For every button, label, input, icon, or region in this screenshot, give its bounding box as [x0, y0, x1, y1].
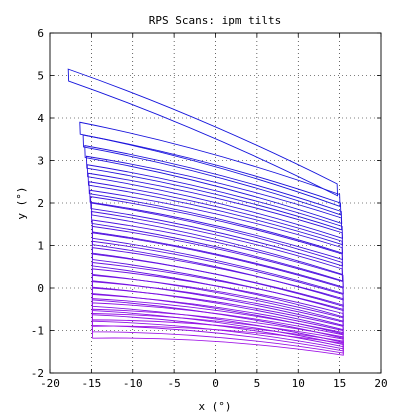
- scan-line: [79, 121, 341, 208]
- x-tick-label: -10: [123, 377, 143, 390]
- chart-title: RPS Scans: ipm tilts: [149, 14, 281, 27]
- y-tick-label: 3: [37, 155, 44, 168]
- x-tick-label: -15: [81, 377, 101, 390]
- x-tick-label: -5: [168, 377, 181, 390]
- grid: [50, 33, 381, 373]
- scan-line: [85, 155, 343, 231]
- y-tick-label: -2: [31, 367, 44, 380]
- scan-line: [91, 325, 344, 356]
- x-tick-label: 10: [292, 377, 305, 390]
- x-tick-label: 5: [254, 377, 261, 390]
- scan-line: [90, 210, 343, 282]
- y-axis-label: y (°): [15, 186, 28, 219]
- x-tick-label: 20: [374, 377, 387, 390]
- y-tick-label: 5: [37, 70, 44, 83]
- y-tick-label: 0: [37, 282, 44, 295]
- y-tick-label: 1: [37, 240, 44, 253]
- y-tick-label: -1: [31, 325, 44, 338]
- x-tick-label: 0: [212, 377, 219, 390]
- y-tick-label: 4: [37, 112, 44, 125]
- y-tick-label: 2: [37, 197, 44, 210]
- y-tick-label: 6: [37, 27, 44, 40]
- scan-line: [67, 68, 339, 197]
- x-axis-label: x (°): [198, 400, 231, 413]
- x-tick-label: -20: [40, 377, 60, 390]
- x-tick-label: 15: [333, 377, 346, 390]
- scan-line: [82, 134, 342, 216]
- scan-series: [67, 68, 344, 356]
